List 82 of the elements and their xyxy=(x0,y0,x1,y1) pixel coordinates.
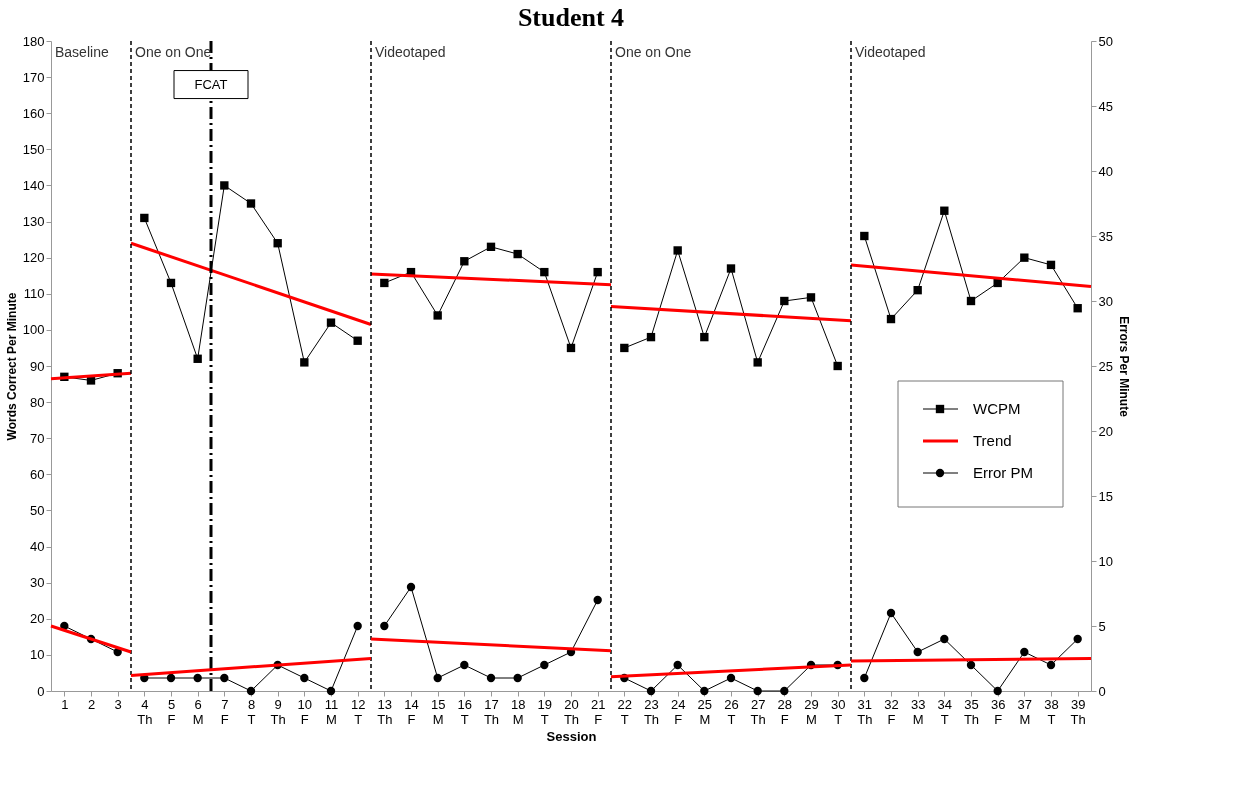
x-tick-label: 1 xyxy=(61,696,69,712)
y2-tick-label: 35 xyxy=(1098,228,1113,244)
x-tick-label: 18 M xyxy=(510,696,526,727)
y-tick-label: 90 xyxy=(30,358,45,374)
legend-label: Error PM xyxy=(973,464,1033,481)
y-tick-label: 20 xyxy=(30,611,45,627)
y-tick-label: 0 xyxy=(37,683,45,699)
x-tick-label: 14 F xyxy=(404,696,419,727)
x-axis-title: Session xyxy=(546,728,597,744)
y-tick-label: 130 xyxy=(22,214,45,230)
x-tick-label: 8 T xyxy=(247,696,256,727)
y-tick-label: 70 xyxy=(30,430,45,446)
x-tick-label: 2 xyxy=(87,696,96,712)
annotation: Baseline xyxy=(55,44,109,60)
x-tick-label: 37 M xyxy=(1017,696,1033,727)
x-tick-label: 4 Th xyxy=(137,696,153,727)
x-tick-label: 11 M xyxy=(324,696,339,727)
y2-tick-label: 15 xyxy=(1098,488,1113,504)
y2-tick-label: 45 xyxy=(1098,98,1113,114)
y2-tick-label: 10 xyxy=(1098,553,1113,569)
x-tick-label: 32 F xyxy=(884,696,899,727)
y-tick-label: 50 xyxy=(30,502,45,518)
x-tick-label: 33 M xyxy=(910,696,926,727)
x-tick-label: 31 Th xyxy=(857,696,873,727)
x-tick-label: 38 T xyxy=(1044,696,1059,727)
chart-title: Student 4 xyxy=(517,3,625,32)
x-tick-label: 26 T xyxy=(724,696,739,727)
annotation: One on One xyxy=(615,44,692,60)
y-tick-label: 180 xyxy=(22,33,45,49)
x-tick-label: 10 F xyxy=(297,696,313,727)
annotation: Videotaped xyxy=(855,44,926,60)
x-tick-label: 39 Th xyxy=(1070,696,1086,727)
y2-tick-label: 40 xyxy=(1098,163,1113,179)
x-tick-label: 13 Th xyxy=(377,696,393,727)
x-tick-label: 28 F xyxy=(777,696,793,727)
legend-label: WCPM xyxy=(973,400,1021,417)
annotation: Videotaped xyxy=(375,44,446,60)
x-tick-label: 30 T xyxy=(830,696,846,727)
y-tick-label: 100 xyxy=(22,322,45,338)
x-tick-label: 22 T xyxy=(617,696,633,727)
y-tick-label: 10 xyxy=(30,647,45,663)
y-tick-label: 120 xyxy=(22,250,45,266)
y2-tick-label: 30 xyxy=(1098,293,1113,309)
y-tick-label: 60 xyxy=(30,466,45,482)
x-tick-label: 3 xyxy=(114,696,122,712)
x-tick-label: 5 F xyxy=(167,696,176,727)
x-tick-label: 9 Th xyxy=(270,696,286,727)
y-tick-label: 150 xyxy=(22,141,45,157)
x-tick-label: 16 T xyxy=(457,696,473,727)
x-tick-label: 29 M xyxy=(804,696,819,727)
x-tick-label: 6 M xyxy=(192,696,204,727)
x-tick-label: 23 Th xyxy=(643,696,660,727)
x-tick-label: 12 T xyxy=(350,696,366,727)
y-tick-label: 170 xyxy=(22,69,45,85)
y-tick-label: 160 xyxy=(22,105,45,121)
y-tick-label: 140 xyxy=(22,177,45,193)
x-tick-label: 25 M xyxy=(697,696,713,727)
y-tick-label: 30 xyxy=(30,575,45,591)
y-tick-label: 40 xyxy=(30,539,45,555)
x-tick-label: 17 Th xyxy=(483,696,500,727)
y-tick-label: 110 xyxy=(23,286,45,302)
y2-tick-label: 50 xyxy=(1098,33,1113,49)
y-axis-title: Words Correct Per Minute xyxy=(4,292,19,441)
x-tick-label: 19 T xyxy=(537,696,553,727)
x-tick-label: 27 Th xyxy=(750,696,766,727)
y-tick-label: 80 xyxy=(30,394,45,410)
y2-tick-label: 25 xyxy=(1098,358,1113,374)
y2-tick-label: 0 xyxy=(1098,683,1106,699)
x-tick-label: 7 F xyxy=(220,696,229,727)
legend-label: Trend xyxy=(973,432,1012,449)
x-tick-label: 24 F xyxy=(670,696,686,727)
y2-tick-label: 5 xyxy=(1098,618,1106,634)
x-tick-label: 34 T xyxy=(937,696,953,727)
x-tick-label: 35 Th xyxy=(963,696,980,727)
y2-tick-label: 20 xyxy=(1098,423,1113,439)
annotation: One on One xyxy=(135,44,212,60)
x-tick-label: 20 Th xyxy=(563,696,580,727)
x-tick-label: 21 F xyxy=(590,696,606,727)
ref-line-label: FCAT xyxy=(194,76,228,92)
x-tick-label: 15 M xyxy=(430,696,446,727)
y2-axis-title: Errors Per Minute xyxy=(1116,316,1131,418)
x-tick-label: 36 F xyxy=(990,696,1006,727)
